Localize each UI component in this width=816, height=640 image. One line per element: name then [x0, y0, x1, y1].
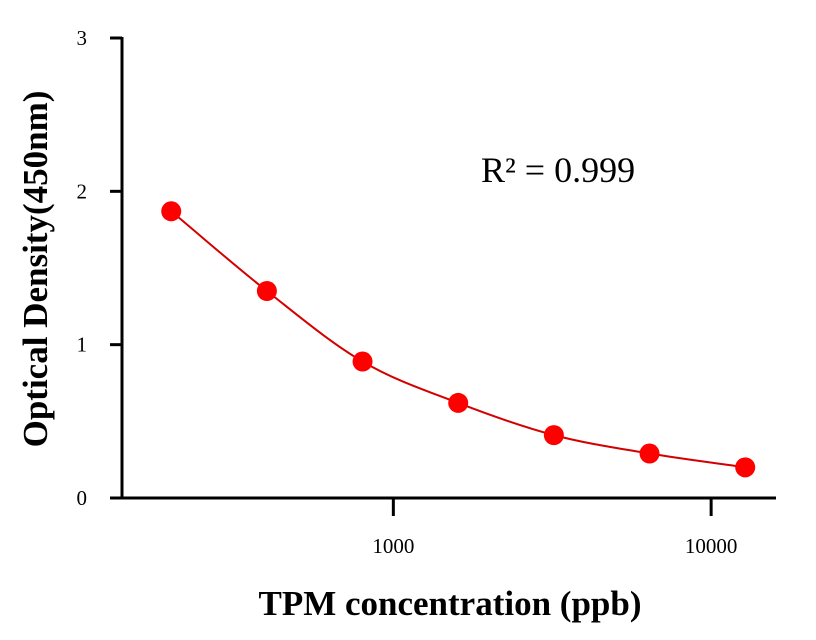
y-tick-label: 3 [77, 26, 88, 50]
y-tick-label: 2 [77, 179, 88, 203]
data-point [256, 281, 277, 301]
x-tick-label: 1000 [372, 534, 414, 558]
data-point [448, 392, 469, 413]
x-axis-ticks: 1000 10000 [372, 498, 737, 558]
y-tick-label: 0 [77, 486, 88, 510]
y-axis-ticks: 0 1 2 3 [77, 26, 122, 510]
data-point [735, 457, 756, 478]
plot-area [161, 201, 756, 478]
fit-curve [170, 210, 746, 469]
y-tick-label: 1 [77, 333, 88, 357]
data-point [352, 351, 373, 372]
x-tick-label: 10000 [685, 534, 738, 558]
data-point [543, 425, 564, 446]
data-point [161, 201, 182, 222]
r-squared-annotation: R² = 0.999 [481, 150, 635, 190]
data-points [161, 201, 756, 478]
y-axis-title: Optical Density(450nm) [16, 91, 55, 448]
x-axis-title: TPM concentration (ppb) [258, 584, 641, 623]
data-point [639, 443, 660, 464]
